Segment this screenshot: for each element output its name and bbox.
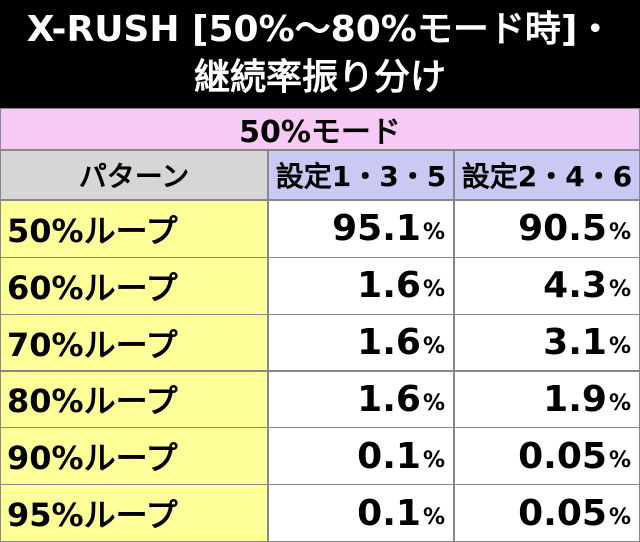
column-header: パターン [0, 150, 268, 200]
value-cell: 95.1% [268, 200, 454, 258]
value-cell: 90.5% [454, 200, 640, 258]
value-cell: 0.05% [454, 427, 640, 486]
pattern-cell: 70%ループ [0, 313, 268, 372]
value-cell: 0.05% [454, 484, 640, 542]
value-cell: 1.6% [268, 313, 454, 372]
value-cell: 1.9% [454, 370, 640, 429]
pattern-cell: 50%ループ [0, 200, 268, 258]
pattern-cell: 80%ループ [0, 370, 268, 429]
value-cell: 0.1% [268, 427, 454, 486]
value-cell: 3.1% [454, 313, 640, 372]
value-cell: 1.6% [268, 370, 454, 429]
value-cell: 1.6% [268, 256, 454, 315]
mode-header: 50%モード [0, 108, 640, 150]
pattern-cell: 60%ループ [0, 256, 268, 315]
title-line: 継続率振り分け [193, 57, 446, 98]
value-cell: 0.1% [268, 484, 454, 542]
title-line: X-RUSH [50%〜80%モード時]・ [26, 9, 614, 50]
pattern-cell: 95%ループ [0, 484, 268, 542]
column-header: 設定2・4・6 [454, 150, 640, 200]
pattern-cell: 90%ループ [0, 427, 268, 486]
column-header: 設定1・3・5 [268, 150, 454, 200]
title-bar: X-RUSH [50%〜80%モード時]・ 継続率振り分け [0, 0, 640, 108]
value-cell: 4.3% [454, 256, 640, 315]
